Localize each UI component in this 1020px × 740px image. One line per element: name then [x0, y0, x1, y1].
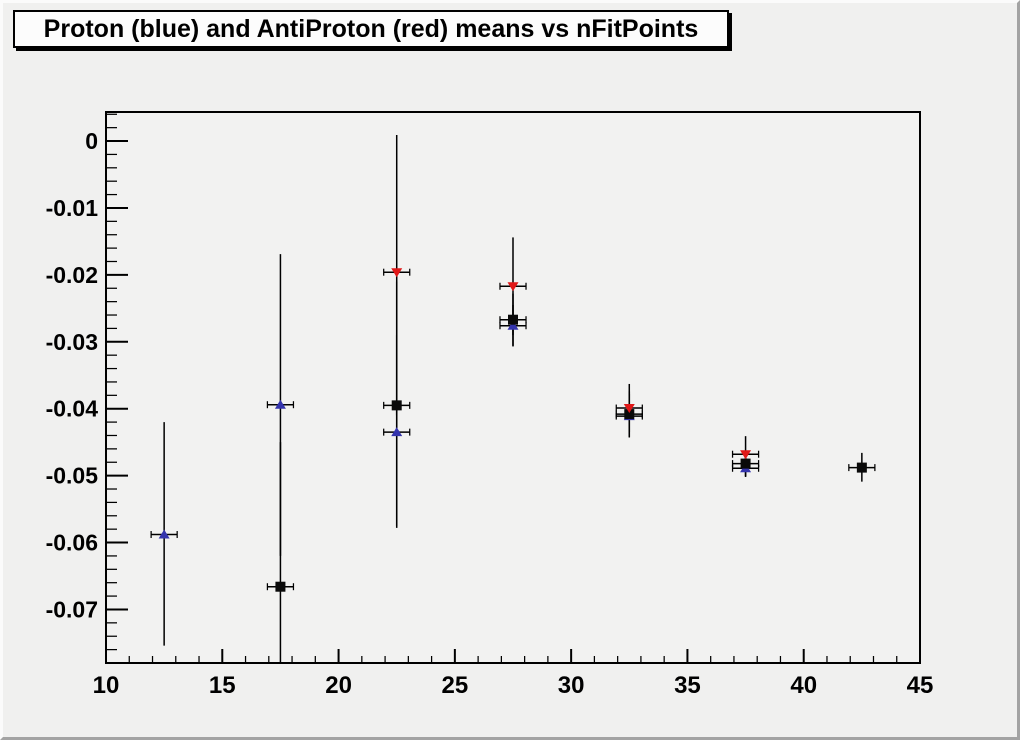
y-tick-label: -0.05 — [46, 463, 99, 489]
y-tick-label: -0.03 — [46, 329, 98, 355]
y-tick-label: -0.01 — [46, 195, 99, 221]
data-point-square — [624, 409, 635, 420]
data-point-triangle-up — [507, 320, 519, 330]
x-tick-label: 40 — [790, 672, 817, 699]
y-tick-label: -0.06 — [46, 530, 98, 556]
plot-frame — [105, 111, 921, 664]
data-point-square — [508, 314, 518, 325]
x-tick-label: 25 — [442, 672, 469, 699]
x-tick-label: 30 — [558, 672, 585, 699]
data-point-square — [391, 400, 402, 411]
y-tick-label: 0 — [85, 128, 98, 154]
x-tick-label: 45 — [907, 672, 934, 699]
chart-plot-area: 10 15 20 25 30 35 40 45 0 -0.01 -0.02 -0.03 -0.04 -0.… — [46, 111, 934, 699]
data-point-triangle-up — [274, 399, 286, 409]
chart-title: Proton (blue) and AntiProton (red) means… — [43, 14, 699, 43]
y-tick-label: -0.02 — [46, 262, 98, 288]
y-tick-label: -0.04 — [46, 396, 99, 422]
data-point-square — [740, 458, 751, 469]
chart-title-box: Proton (blue) and AntiProton (red) means… — [13, 10, 729, 48]
data-point-triangle-down — [623, 404, 635, 414]
data-point-triangle-down — [391, 268, 403, 278]
y-tick-label: -0.07 — [46, 596, 98, 622]
x-tick-label: 10 — [93, 672, 120, 699]
data-point-triangle-up — [158, 529, 170, 539]
data-point-triangle-up — [391, 427, 403, 437]
x-tick-label: 15 — [209, 672, 236, 699]
x-tick-label: 35 — [674, 672, 701, 699]
data-point-square — [856, 462, 867, 473]
data-point-square — [275, 581, 286, 592]
x-tick-label: 20 — [325, 672, 352, 699]
data-point-triangle-down — [740, 450, 752, 460]
data-point-triangle-down — [507, 282, 519, 292]
